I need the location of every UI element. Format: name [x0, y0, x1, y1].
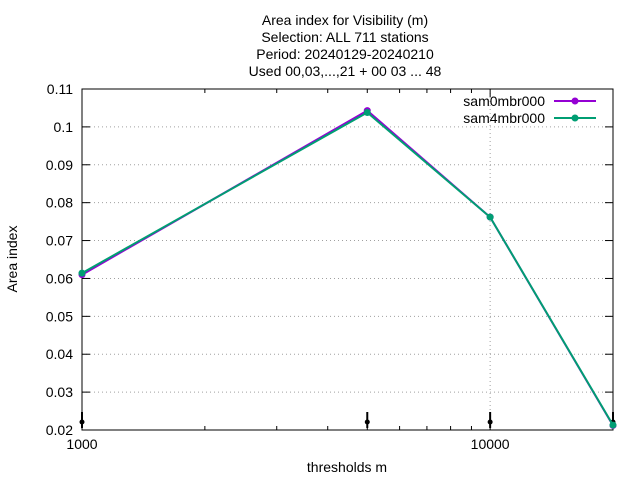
y-tick-label: 0.09 [46, 157, 73, 173]
y-tick-label: 0.1 [54, 119, 74, 135]
series-line-sam0mbr000 [81, 109, 614, 427]
y-tick-label: 0.04 [46, 346, 73, 362]
legend-label-sam4mbr000: sam4mbr000 [463, 110, 545, 126]
title-line-3: Period: 20240129-20240210 [256, 46, 434, 62]
y-tick-label: 0.07 [46, 233, 73, 249]
title-line-2: Selection: ALL 711 stations [261, 29, 428, 45]
threshold-marker-dot [364, 419, 370, 425]
legend-swatch-point [571, 97, 579, 105]
data-point-sam4mbr000 [363, 108, 371, 116]
x-axis-label: thresholds m [307, 459, 387, 475]
threshold-marker-dot [487, 419, 493, 425]
y-tick-label: 0.02 [46, 422, 73, 438]
y-tick-label: 0.03 [46, 384, 73, 400]
grid [82, 89, 613, 430]
y-axis-label: Area index [4, 226, 20, 293]
axis-ticks: 0.02 0.03 0.04 0.05 0.06 0.07 0.08 0.09 0.1 0.11 1… [46, 81, 616, 452]
data-point-sam4mbr000 [486, 213, 494, 221]
y-tick-label: 0.11 [47, 81, 73, 97]
y-tick-label: 0.06 [46, 270, 73, 286]
plot-frame [81, 88, 614, 431]
series-line-sam4mbr000 [81, 111, 614, 426]
x-tick-label: 10000 [471, 436, 510, 452]
data-point-sam4mbr000 [609, 421, 617, 429]
y-tick-label: 0.08 [46, 195, 73, 211]
data-point-sam4mbr000 [78, 269, 86, 277]
y-tick-label: 0.05 [46, 308, 73, 324]
title-line-1: Area index for Visibility (m) [262, 12, 428, 28]
title-line-4: Used 00,03,...,21 + 00 03 ... 48 [249, 63, 442, 79]
legend-swatch-point [571, 114, 579, 122]
legend-label-sam0mbr000: sam0mbr000 [463, 93, 545, 109]
chart-title: Area index for Visibility (m) Selection:… [249, 12, 442, 79]
series-group [78, 107, 617, 429]
x-tick-label: 1000 [66, 436, 97, 452]
